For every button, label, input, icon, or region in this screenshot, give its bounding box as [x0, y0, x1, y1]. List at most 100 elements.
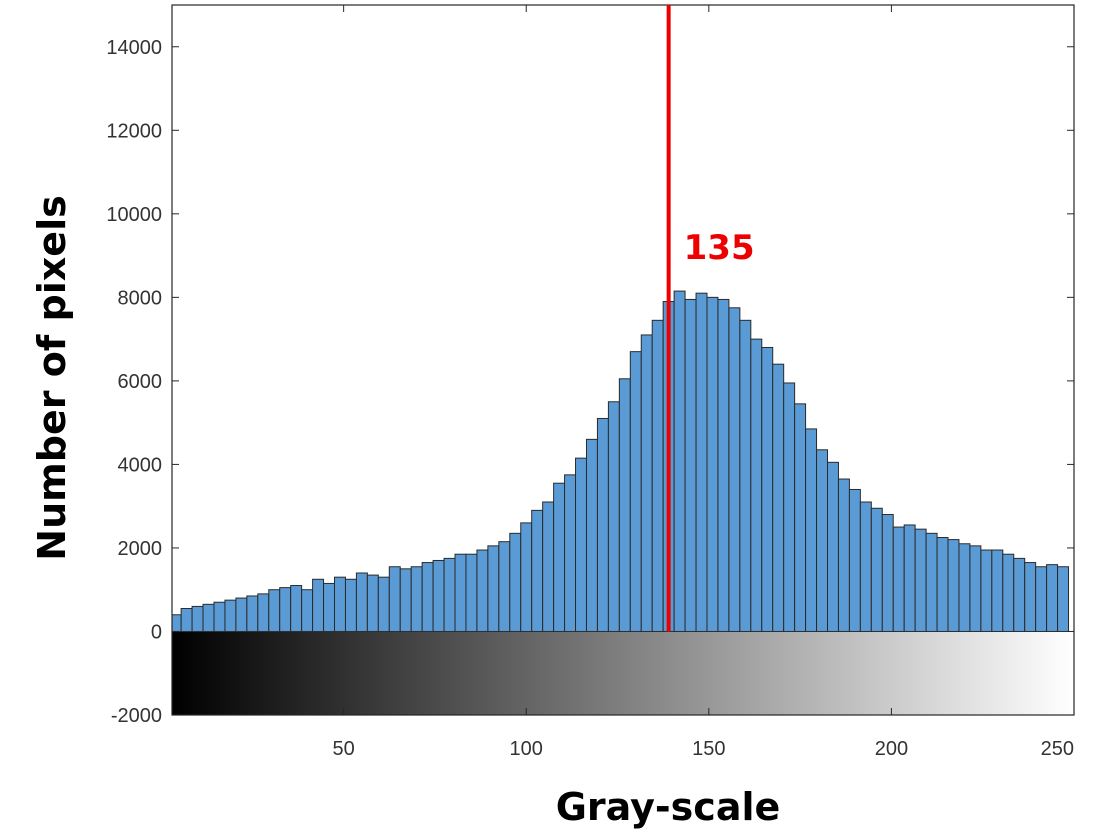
- histogram-bar: [377, 576, 390, 632]
- histogram-bar: [355, 572, 368, 632]
- histogram-bar: [827, 461, 839, 632]
- histogram-bar: [564, 474, 577, 632]
- histogram-bar: [312, 578, 325, 632]
- histogram-bar: [399, 568, 412, 632]
- histogram-bar: [892, 526, 905, 632]
- histogram-bar: [761, 346, 774, 632]
- histogram-bar: [903, 524, 916, 632]
- x-tick-label: 100: [510, 738, 543, 760]
- y-tick-label: 14000: [106, 37, 162, 59]
- histogram-bar: [279, 587, 292, 632]
- histogram-bar: [290, 585, 303, 632]
- histogram-bar: [213, 601, 226, 632]
- histogram-bar: [640, 334, 653, 632]
- histogram-bar: [958, 543, 971, 632]
- histogram-bar: [837, 478, 850, 632]
- histogram-bar: [629, 351, 642, 632]
- x-axis-title: Gray-scale: [556, 785, 781, 829]
- histogram-bar: [531, 509, 544, 632]
- histogram-bar: [739, 319, 752, 632]
- histogram-bar: [750, 338, 763, 632]
- histogram-bar: [925, 532, 938, 632]
- histogram-bar: [323, 582, 336, 632]
- histogram-bar: [410, 566, 423, 632]
- histogram-bar: [432, 559, 445, 632]
- histogram-bar: [344, 578, 357, 632]
- histogram-bar: [717, 298, 730, 632]
- histogram-bar: [585, 438, 598, 632]
- histogram-bar: [684, 298, 697, 632]
- histogram-bar: [509, 532, 522, 632]
- histogram-bar: [772, 363, 785, 632]
- histogram-bar: [334, 576, 346, 632]
- histogram-bar: [870, 507, 883, 632]
- histogram-bar: [706, 296, 719, 632]
- histogram-bar: [914, 528, 927, 632]
- x-tick-label: 150: [692, 738, 725, 760]
- histogram-bar: [388, 566, 401, 632]
- histogram-bar: [257, 593, 270, 632]
- grayscale-gradient-bar: [172, 632, 1074, 715]
- histogram-bar: [881, 514, 894, 632]
- histogram-bar: [618, 378, 631, 632]
- plot-frame: [171, 4, 1075, 716]
- x-tick-label: 50: [333, 738, 355, 760]
- histogram-bar: [1057, 566, 1070, 632]
- histogram-bar: [794, 403, 807, 632]
- histogram-bar: [695, 292, 708, 632]
- histogram-bar: [465, 553, 478, 632]
- y-tick-label: 8000: [118, 287, 163, 309]
- histogram-bar: [246, 595, 259, 632]
- histogram-bar: [980, 549, 993, 632]
- y-axis-title: Number of pixels: [30, 195, 74, 560]
- histogram-bar: [301, 589, 314, 632]
- histogram-bar: [783, 382, 796, 632]
- histogram-bar: [171, 614, 182, 632]
- histogram-bar: [476, 549, 489, 632]
- histogram-bar: [487, 545, 500, 632]
- histogram-bar: [936, 537, 949, 632]
- threshold-label: 135: [684, 228, 755, 268]
- histogram-bar: [1002, 553, 1015, 632]
- histogram-bar: [1035, 566, 1048, 632]
- axis-ticks: -2000 0 2000 4000 6000 8000 10000 12000 14000 50 1…: [106, 5, 1075, 760]
- y-tick-label: 12000: [106, 120, 162, 142]
- y-tick-label: 6000: [118, 371, 163, 393]
- y-tick-label: 0: [151, 621, 162, 643]
- histogram-bar: [651, 319, 664, 632]
- histogram-bar: [454, 553, 467, 632]
- histogram-bar: [607, 401, 620, 632]
- histogram-bar: [202, 603, 215, 632]
- histogram-bar: [366, 574, 379, 632]
- histogram-bar: [191, 605, 204, 632]
- x-tick-label: 200: [875, 738, 908, 760]
- histogram-bar: [553, 482, 566, 632]
- histogram-bar: [673, 290, 686, 632]
- bar-series: [171, 290, 1070, 632]
- y-tick-label: 2000: [118, 538, 163, 560]
- histogram-bar: [1024, 562, 1037, 632]
- y-tick-label: -2000: [111, 705, 162, 727]
- histogram-bar: [575, 457, 587, 632]
- histogram-bar: [805, 428, 818, 632]
- histogram-bar: [848, 488, 861, 632]
- histogram-bar: [498, 541, 511, 632]
- histogram-bar: [268, 589, 281, 632]
- histogram-bar: [180, 608, 193, 632]
- y-tick-label: 4000: [118, 454, 163, 476]
- histogram-bar: [421, 562, 434, 632]
- histogram-bar: [969, 545, 982, 632]
- histogram-bar: [1046, 564, 1059, 632]
- histogram-bar: [224, 599, 237, 632]
- histogram-bar: [1013, 557, 1026, 632]
- histogram-bar: [235, 597, 248, 632]
- histogram-bar: [947, 539, 960, 632]
- histogram-bar: [443, 557, 456, 632]
- histogram-bar: [816, 449, 829, 632]
- histogram-bar: [859, 501, 872, 632]
- histogram-bar: [520, 522, 533, 632]
- x-tick-label: 250: [1041, 738, 1074, 760]
- histogram-bar: [728, 307, 741, 632]
- y-tick-label: 10000: [106, 204, 162, 226]
